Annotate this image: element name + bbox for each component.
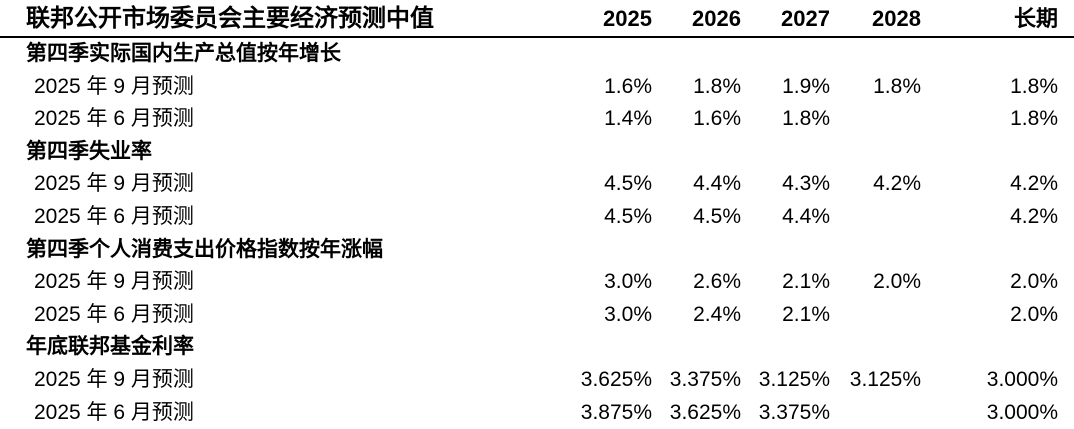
- row-label: 2025 年 9 月预测: [34, 270, 194, 294]
- table-cell: 3.375%: [669, 367, 741, 391]
- table-cell: 2.6%: [693, 270, 741, 294]
- table-row: 2025 年 9 月预测 3.0% 2.6% 2.1% 2.0% 2.0%: [0, 266, 1074, 299]
- column-header-2028: 2028: [872, 6, 921, 31]
- column-header-2025: 2025: [603, 6, 652, 31]
- table-cell: 4.2%: [1010, 204, 1058, 228]
- section-label: 第四季个人消费支出价格指数按年涨幅: [26, 237, 383, 261]
- table-row: 2025 年 9 月预测 1.6% 1.8% 1.9% 1.8% 1.8%: [0, 71, 1074, 104]
- column-header-2027: 2027: [781, 6, 830, 31]
- table-cell: 4.4%: [782, 204, 830, 228]
- section-header-fed-funds-rate: 年底联邦基金利率: [0, 331, 1074, 364]
- section-label: 年底联邦基金利率: [26, 335, 194, 359]
- table-cell: 3.625%: [669, 400, 741, 424]
- table-header: 联邦公开市场委员会主要经济预测中值 2025 2026 2027 2028 长期: [0, 0, 1074, 38]
- table-title: 联邦公开市场委员会主要经济预测中值: [26, 5, 434, 32]
- table-row: 2025 年 9 月预测 4.5% 4.4% 4.3% 4.2% 4.2%: [0, 168, 1074, 201]
- row-label: 2025 年 6 月预测: [34, 400, 194, 424]
- section-header-unemployment: 第四季失业率: [0, 136, 1074, 169]
- table-cell: 4.5%: [604, 204, 652, 228]
- table-cell: 3.0%: [604, 302, 652, 326]
- row-label: 2025 年 6 月预测: [34, 107, 194, 131]
- table-row: 2025 年 6 月预测 3.875% 3.625% 3.375% 3.000%: [0, 397, 1074, 429]
- row-label: 2025 年 9 月预测: [34, 367, 194, 391]
- table-cell: 3.000%: [986, 400, 1058, 424]
- table-cell: 4.2%: [1010, 172, 1058, 196]
- row-label: 2025 年 6 月预测: [34, 204, 194, 228]
- table-row: 2025 年 6 月预测 3.0% 2.4% 2.1% 2.0%: [0, 299, 1074, 332]
- table-cell: 3.000%: [986, 367, 1058, 391]
- table-cell: 1.9%: [782, 74, 830, 98]
- section-header-pce-inflation: 第四季个人消费支出价格指数按年涨幅: [0, 234, 1074, 267]
- table-cell: 2.4%: [693, 302, 741, 326]
- column-header-2026: 2026: [692, 6, 741, 31]
- table-cell: 2.1%: [782, 302, 830, 326]
- table-cell: 1.8%: [1010, 107, 1058, 131]
- row-label: 2025 年 9 月预测: [34, 74, 194, 98]
- table-cell: 4.5%: [693, 204, 741, 228]
- table-cell: 2.0%: [1010, 270, 1058, 294]
- section-label: 第四季失业率: [26, 139, 152, 163]
- table-cell: 3.0%: [604, 270, 652, 294]
- row-label: 2025 年 6 月预测: [34, 302, 194, 326]
- table-row: 2025 年 6 月预测 1.4% 1.6% 1.8% 1.8%: [0, 103, 1074, 136]
- table-cell: 2.1%: [782, 270, 830, 294]
- table-row: 2025 年 9 月预测 3.625% 3.375% 3.125% 3.125%…: [0, 364, 1074, 397]
- table-cell: 2.0%: [1010, 302, 1058, 326]
- table-cell: 3.125%: [849, 367, 921, 391]
- table-cell: 3.875%: [580, 400, 652, 424]
- table-cell: 4.3%: [782, 172, 830, 196]
- table-cell: 1.8%: [873, 74, 921, 98]
- section-header-gdp: 第四季实际国内生产总值按年增长: [0, 38, 1074, 71]
- column-header-longer-run: 长期: [1013, 6, 1058, 31]
- table-cell: 4.2%: [873, 172, 921, 196]
- table-cell: 4.4%: [693, 172, 741, 196]
- table-cell: 4.5%: [604, 172, 652, 196]
- row-label: 2025 年 9 月预测: [34, 172, 194, 196]
- section-label: 第四季实际国内生产总值按年增长: [26, 42, 341, 65]
- table-cell: 1.4%: [604, 107, 652, 131]
- table-cell: 2.0%: [873, 270, 921, 294]
- table-cell: 1.6%: [604, 74, 652, 98]
- table-cell: 1.8%: [1010, 74, 1058, 98]
- table-cell: 3.375%: [758, 400, 830, 424]
- table-cell: 1.6%: [693, 107, 741, 131]
- table-cell: 1.8%: [693, 74, 741, 98]
- table-row: 2025 年 6 月预测 4.5% 4.5% 4.4% 4.2%: [0, 201, 1074, 234]
- table-cell: 3.125%: [758, 367, 830, 391]
- table-cell: 1.8%: [782, 107, 830, 131]
- table-cell: 3.625%: [580, 367, 652, 391]
